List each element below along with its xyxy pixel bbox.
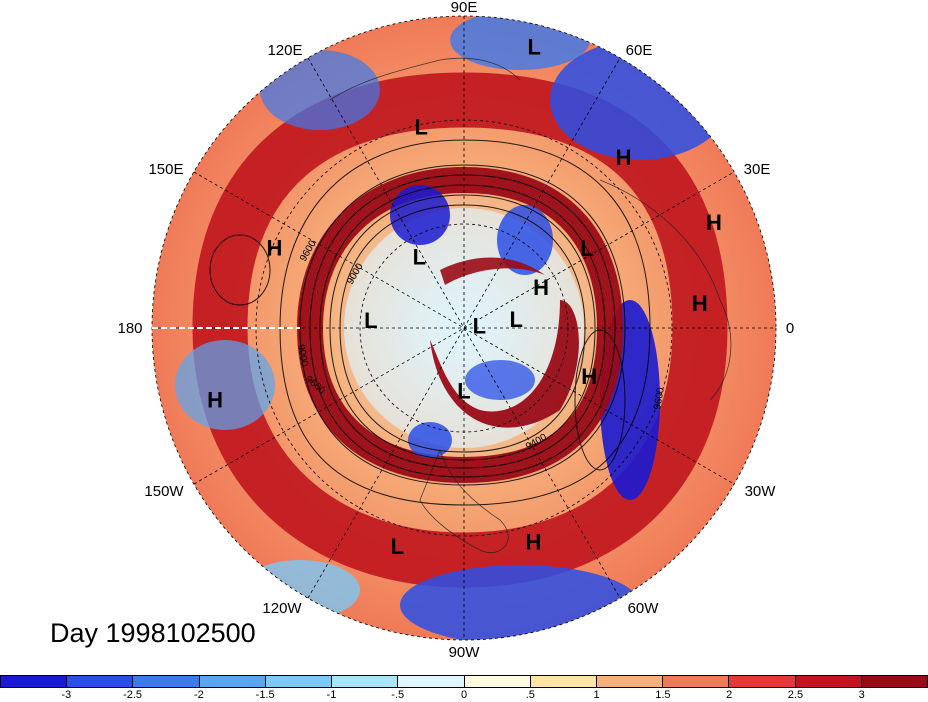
high-pressure-marker: H — [692, 291, 708, 316]
contour-label: 9000 — [295, 344, 310, 368]
colorbar-tick: 0 — [460, 689, 468, 701]
lon-label: 30W — [745, 483, 777, 500]
colorbar-segment — [1, 676, 68, 687]
colorbar-segment — [133, 676, 200, 687]
high-pressure-marker: H — [706, 210, 722, 235]
colorbar-tick: 1 — [593, 689, 600, 701]
low-pressure-marker: L — [364, 308, 377, 333]
high-pressure-marker: H — [525, 530, 541, 555]
colorbar-segment — [199, 676, 266, 687]
low-pressure-marker: L — [509, 307, 522, 332]
colorbar-tick: 2.5 — [787, 689, 804, 701]
low-pressure-marker: L — [457, 378, 470, 403]
lon-label: 120E — [267, 42, 302, 59]
colorbar-tick: -.5 — [391, 689, 405, 701]
lon-label: 150W — [144, 483, 184, 500]
high-pressure-marker: H — [266, 236, 282, 261]
longitude-labels: 90E 60E 30E 0 30W 60W 90W 120W 150W 180 … — [117, 0, 794, 661]
colorbar-tick-labels: -3 -2.5 -2 -1.5 -1 -.5 0 .5 1 1.5 2 2.5 3 — [0, 689, 928, 702]
high-pressure-marker: H — [581, 364, 597, 389]
colorbar-segment — [464, 676, 531, 687]
lon-label: 120W — [262, 600, 302, 617]
high-pressure-marker: H — [616, 145, 632, 170]
colorbar — [0, 675, 928, 688]
low-pressure-marker: L — [473, 313, 486, 338]
colorbar-tick: 2 — [726, 689, 733, 701]
colorbar-segment — [530, 676, 597, 687]
colorbar-segment — [729, 676, 796, 687]
lon-label: 90E — [451, 0, 478, 16]
low-pressure-marker: L — [527, 35, 540, 60]
low-pressure-marker: L — [391, 534, 404, 559]
lon-label: 180 — [117, 320, 142, 337]
low-pressure-marker: L — [414, 115, 427, 140]
lon-label: 60E — [626, 42, 653, 59]
colorbar-tick: .5 — [525, 689, 535, 701]
high-pressure-marker: H — [533, 275, 549, 300]
colorbar-segment — [332, 676, 399, 687]
colorbar-segment — [596, 676, 664, 687]
colorbar-tick: -1 — [326, 689, 337, 701]
colorbar-segment — [663, 676, 730, 687]
colorbar-segment — [265, 676, 333, 687]
colorbar-tick: -3 — [61, 689, 72, 701]
date-label: Day 1998102500 — [50, 618, 256, 648]
colorbar-segment — [67, 676, 134, 687]
lon-label: 90W — [449, 644, 481, 661]
colorbar-tick: -2 — [193, 689, 204, 701]
colorbar-tick: -2.5 — [123, 689, 143, 701]
colorbar-segment — [398, 676, 465, 687]
lon-label: 150E — [148, 161, 183, 178]
colorbar-segment — [861, 676, 928, 687]
high-pressure-marker: H — [207, 387, 223, 412]
colorbar-tick: 1.5 — [655, 689, 671, 701]
low-pressure-marker: L — [580, 236, 593, 261]
colorbar-tick: -1.5 — [255, 689, 275, 701]
lon-label: 30E — [744, 161, 771, 178]
lon-label: 60W — [628, 600, 660, 617]
colorbar-tick: 3 — [858, 689, 865, 701]
contour-label: 9600 — [652, 386, 667, 410]
lon-label: 0 — [786, 320, 794, 337]
low-pressure-marker: L — [413, 245, 426, 270]
colorbar-segment — [795, 676, 862, 687]
